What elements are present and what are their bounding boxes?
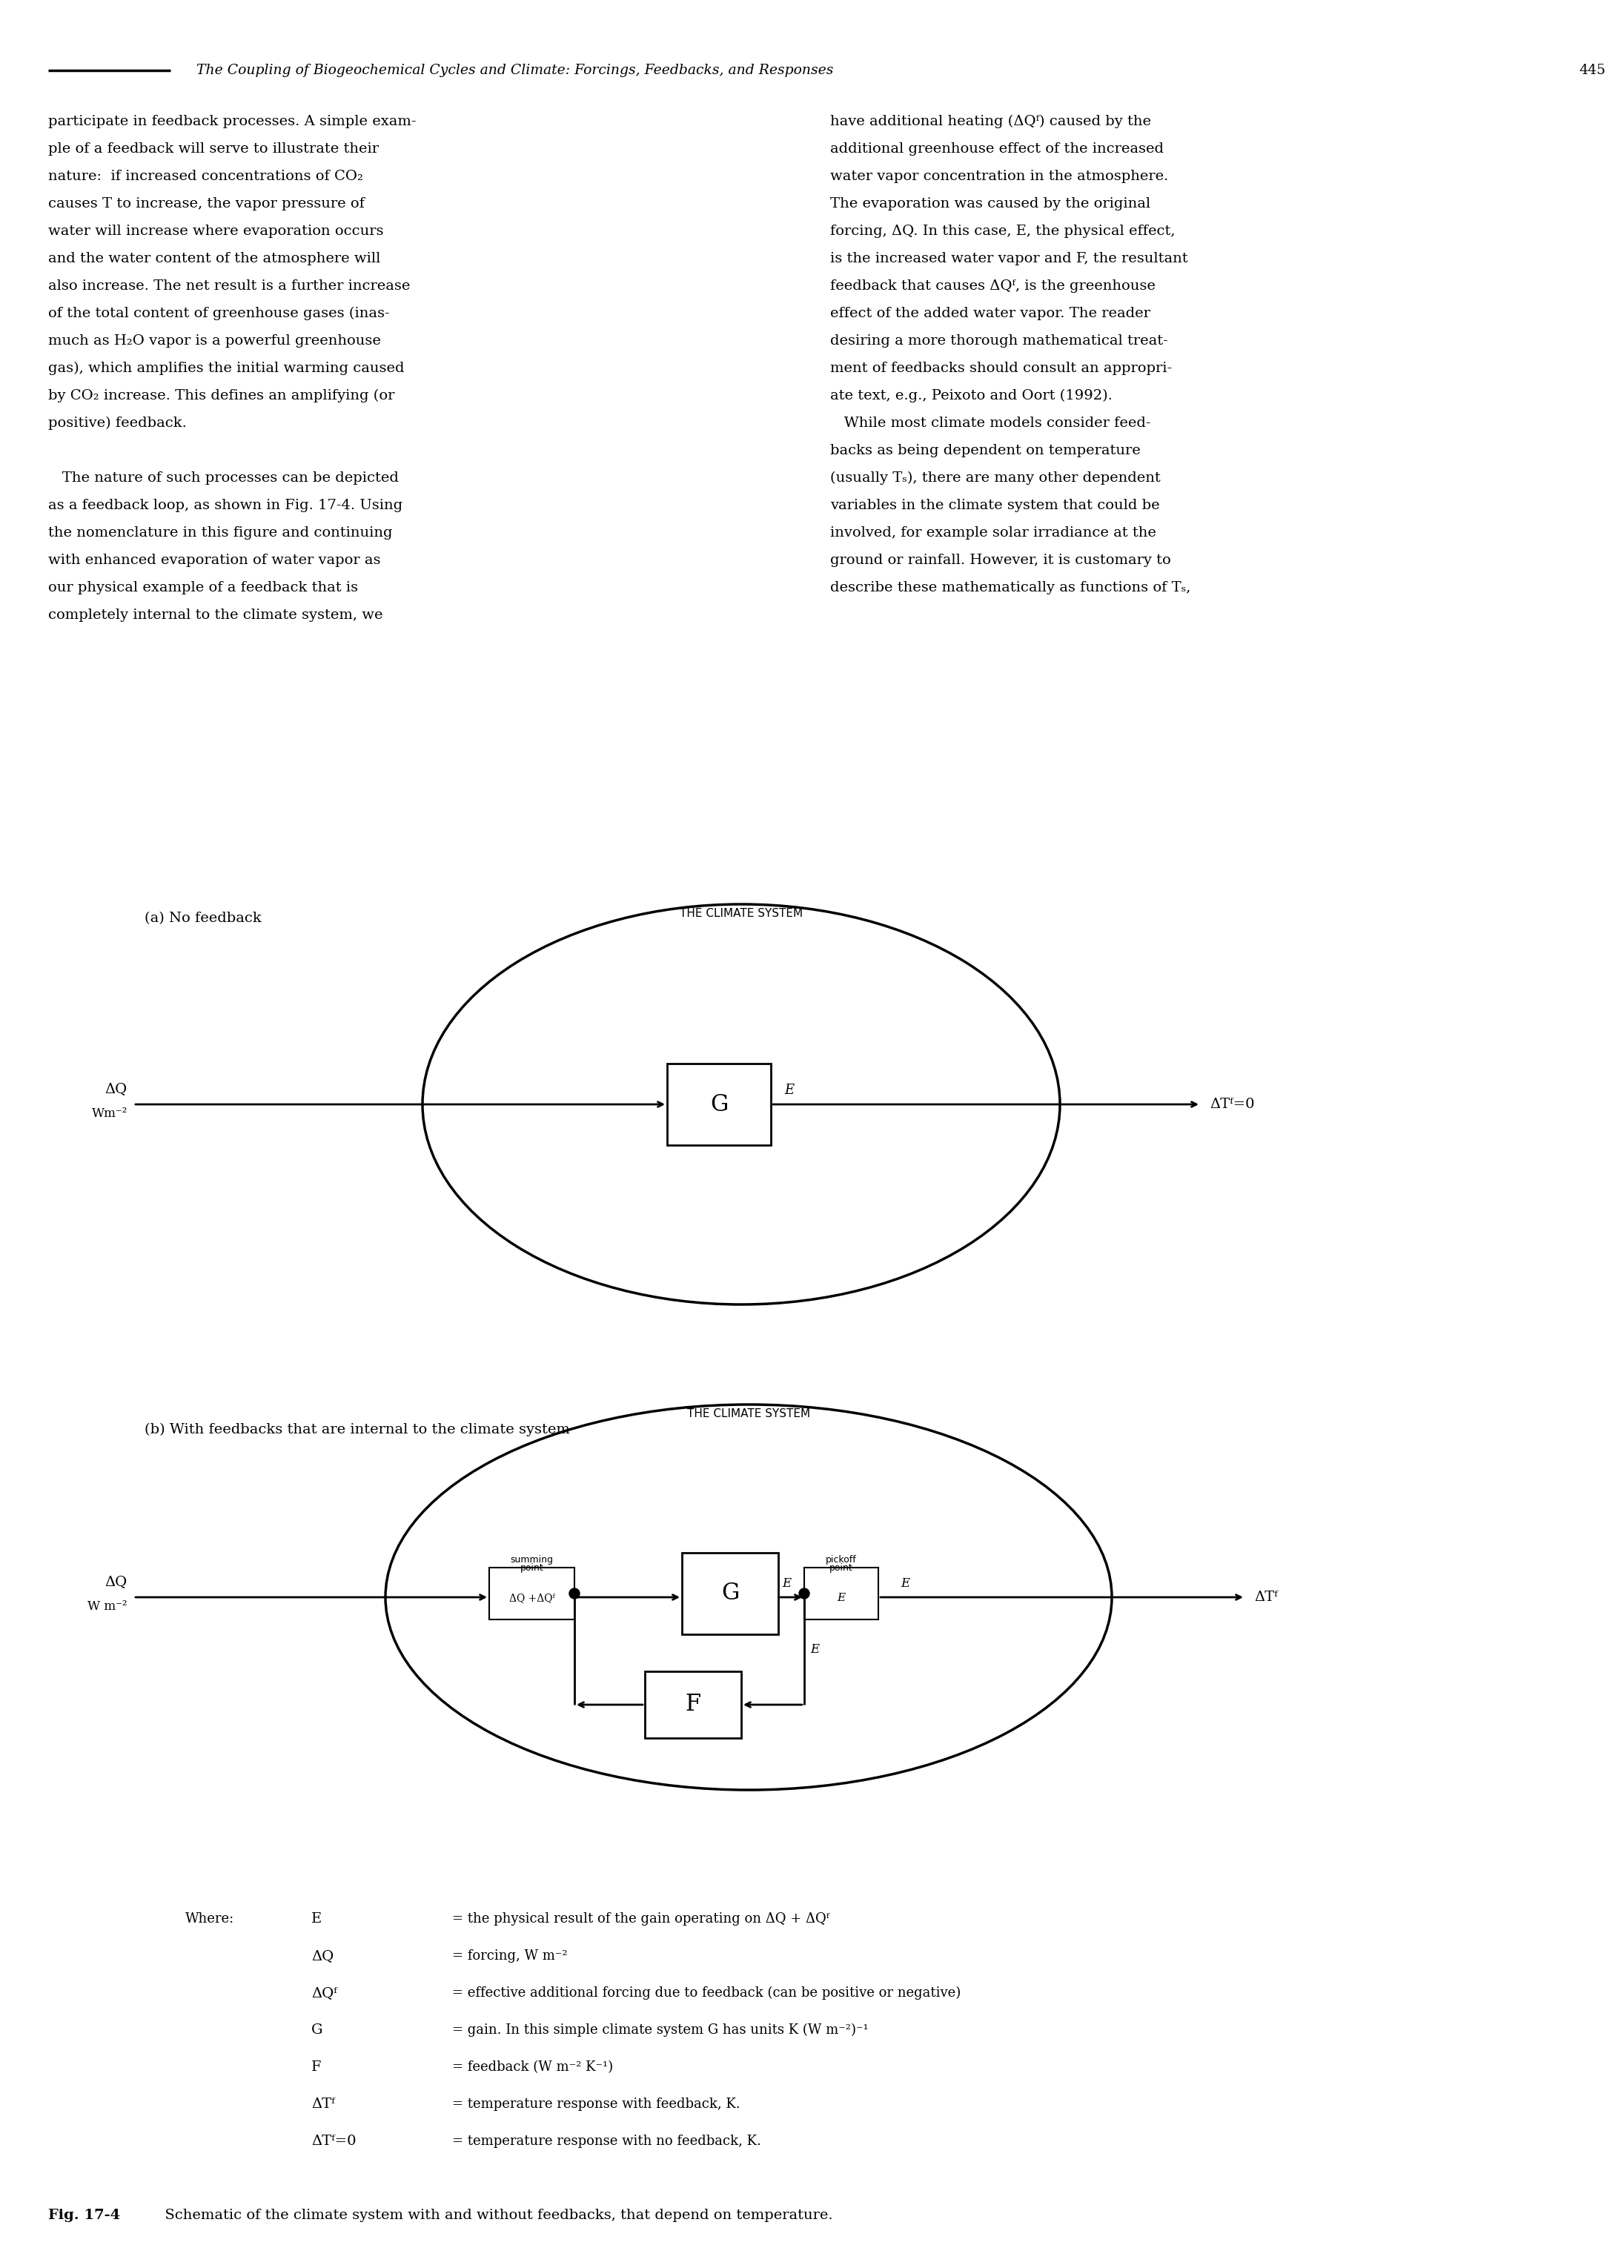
Text: also increase. The net result is a further increase: also increase. The net result is a furth… bbox=[49, 279, 411, 293]
Text: THE CLIMATE SYSTEM: THE CLIMATE SYSTEM bbox=[680, 907, 802, 919]
Bar bbox=[667, 1064, 771, 1145]
Text: pickoff: pickoff bbox=[827, 1556, 857, 1565]
Text: ΔQ: ΔQ bbox=[312, 1948, 333, 1962]
Text: our physical example of a feedback that is: our physical example of a feedback that … bbox=[49, 581, 359, 594]
Text: E: E bbox=[783, 1576, 791, 1590]
Text: ΔTᶠ=0: ΔTᶠ=0 bbox=[1210, 1098, 1254, 1111]
Text: positive) feedback.: positive) feedback. bbox=[49, 417, 187, 431]
Text: much as H₂O vapor is a powerful greenhouse: much as H₂O vapor is a powerful greenhou… bbox=[49, 333, 382, 347]
Text: variables in the climate system that could be: variables in the climate system that cou… bbox=[830, 499, 1160, 513]
Text: nature:  if increased concentrations of CO₂: nature: if increased concentrations of C… bbox=[49, 170, 364, 184]
Text: with enhanced evaporation of water vapor as: with enhanced evaporation of water vapor… bbox=[49, 553, 380, 567]
Text: ment of feedbacks should consult an appropri-: ment of feedbacks should consult an appr… bbox=[830, 361, 1173, 374]
Bar bbox=[645, 1672, 741, 1737]
Text: E: E bbox=[784, 1084, 794, 1098]
Text: summing: summing bbox=[510, 1556, 554, 1565]
Text: Fig. 17-4: Fig. 17-4 bbox=[49, 2209, 120, 2223]
Text: = temperature response with no feedback, K.: = temperature response with no feedback,… bbox=[451, 2134, 762, 2148]
Text: Where:: Where: bbox=[185, 1912, 234, 1926]
Text: point: point bbox=[520, 1563, 544, 1572]
Text: = temperature response with feedback, K.: = temperature response with feedback, K. bbox=[451, 2098, 741, 2112]
Text: = feedback (W m⁻² K⁻¹): = feedback (W m⁻² K⁻¹) bbox=[451, 2059, 614, 2073]
Text: and the water content of the atmosphere will: and the water content of the atmosphere … bbox=[49, 252, 380, 265]
Text: backs as being dependent on temperature: backs as being dependent on temperature bbox=[830, 445, 1140, 458]
Text: While most climate models consider feed-: While most climate models consider feed- bbox=[830, 417, 1151, 431]
Text: E: E bbox=[836, 1592, 846, 1603]
Bar bbox=[682, 1554, 778, 1635]
Text: ΔQ: ΔQ bbox=[106, 1574, 128, 1588]
Text: describe these mathematically as functions of Tₛ,: describe these mathematically as functio… bbox=[830, 581, 1190, 594]
Text: as a feedback loop, as shown in Fig. 17-4. Using: as a feedback loop, as shown in Fig. 17-… bbox=[49, 499, 403, 513]
Text: E: E bbox=[901, 1576, 909, 1590]
Text: Schematic of the climate system with and without feedbacks, that depend on tempe: Schematic of the climate system with and… bbox=[156, 2209, 833, 2223]
Text: (b) With feedbacks that are internal to the climate system: (b) With feedbacks that are internal to … bbox=[145, 1422, 570, 1436]
Text: feedback that causes ΔQᶠ, is the greenhouse: feedback that causes ΔQᶠ, is the greenho… bbox=[830, 279, 1155, 293]
Text: additional greenhouse effect of the increased: additional greenhouse effect of the incr… bbox=[830, 143, 1164, 156]
Text: G: G bbox=[312, 2023, 323, 2037]
Text: participate in feedback processes. A simple exam-: participate in feedback processes. A sim… bbox=[49, 116, 416, 129]
Text: of the total content of greenhouse gases (inas-: of the total content of greenhouse gases… bbox=[49, 306, 390, 320]
Text: Wm⁻²: Wm⁻² bbox=[91, 1107, 128, 1120]
Text: THE CLIMATE SYSTEM: THE CLIMATE SYSTEM bbox=[687, 1408, 810, 1420]
Bar bbox=[489, 1567, 575, 1619]
Text: have additional heating (ΔQᶠ) caused by the: have additional heating (ΔQᶠ) caused by … bbox=[830, 116, 1151, 129]
Text: G: G bbox=[710, 1093, 728, 1116]
Text: The nature of such processes can be depicted: The nature of such processes can be depi… bbox=[49, 472, 398, 485]
Text: water will increase where evaporation occurs: water will increase where evaporation oc… bbox=[49, 225, 383, 238]
Text: forcing, ΔQ. In this case, E, the physical effect,: forcing, ΔQ. In this case, E, the physic… bbox=[830, 225, 1176, 238]
Text: E: E bbox=[810, 1642, 818, 1656]
Text: = gain. In this simple climate system G has units K (W m⁻²)⁻¹: = gain. In this simple climate system G … bbox=[451, 2023, 869, 2037]
Text: gas), which amplifies the initial warming caused: gas), which amplifies the initial warmin… bbox=[49, 361, 404, 374]
Text: effect of the added water vapor. The reader: effect of the added water vapor. The rea… bbox=[830, 306, 1150, 320]
Text: ΔTᶠ: ΔTᶠ bbox=[1254, 1590, 1278, 1603]
Text: completely internal to the climate system, we: completely internal to the climate syste… bbox=[49, 608, 383, 621]
Text: involved, for example solar irradiance at the: involved, for example solar irradiance a… bbox=[830, 526, 1156, 540]
Text: ΔTᶠ=0: ΔTᶠ=0 bbox=[312, 2134, 356, 2148]
Text: F: F bbox=[685, 1694, 702, 1717]
Text: is the increased water vapor and F, the resultant: is the increased water vapor and F, the … bbox=[830, 252, 1187, 265]
Circle shape bbox=[799, 1588, 809, 1599]
Text: E: E bbox=[312, 1912, 322, 1926]
Text: W m⁻²: W m⁻² bbox=[88, 1601, 128, 1613]
Text: The evaporation was caused by the original: The evaporation was caused by the origin… bbox=[830, 197, 1150, 211]
Bar bbox=[804, 1567, 879, 1619]
Text: ground or rainfall. However, it is customary to: ground or rainfall. However, it is custo… bbox=[830, 553, 1171, 567]
Text: causes T to increase, the vapor pressure of: causes T to increase, the vapor pressure… bbox=[49, 197, 364, 211]
Text: desiring a more thorough mathematical treat-: desiring a more thorough mathematical tr… bbox=[830, 333, 1168, 347]
Text: (a) No feedback: (a) No feedback bbox=[145, 912, 261, 925]
Text: the nomenclature in this figure and continuing: the nomenclature in this figure and cont… bbox=[49, 526, 393, 540]
Text: The Coupling of Biogeochemical Cycles and Climate: Forcings, Feedbacks, and Resp: The Coupling of Biogeochemical Cycles an… bbox=[197, 64, 833, 77]
Text: point: point bbox=[830, 1563, 853, 1572]
Text: = the physical result of the gain operating on ΔQ + ΔQᶠ: = the physical result of the gain operat… bbox=[451, 1912, 830, 1926]
Text: = effective additional forcing due to feedback (can be positive or negative): = effective additional forcing due to fe… bbox=[451, 1987, 961, 2000]
Text: ple of a feedback will serve to illustrate their: ple of a feedback will serve to illustra… bbox=[49, 143, 378, 156]
Text: water vapor concentration in the atmosphere.: water vapor concentration in the atmosph… bbox=[830, 170, 1168, 184]
Text: ate text, e.g., Peixoto and Oort (1992).: ate text, e.g., Peixoto and Oort (1992). bbox=[830, 390, 1112, 404]
Text: 445: 445 bbox=[1579, 64, 1606, 77]
Text: = forcing, W m⁻²: = forcing, W m⁻² bbox=[451, 1948, 567, 1962]
Text: ΔQ +ΔQᶠ: ΔQ +ΔQᶠ bbox=[508, 1592, 555, 1603]
Text: by CO₂ increase. This defines an amplifying (or: by CO₂ increase. This defines an amplify… bbox=[49, 390, 395, 404]
Circle shape bbox=[570, 1588, 580, 1599]
Text: F: F bbox=[312, 2059, 322, 2073]
Text: ΔQᶠ: ΔQᶠ bbox=[312, 1987, 336, 2000]
Text: ΔTᶠ: ΔTᶠ bbox=[312, 2098, 335, 2112]
Text: ΔQ: ΔQ bbox=[106, 1082, 128, 1095]
Text: (usually Tₛ), there are many other dependent: (usually Tₛ), there are many other depen… bbox=[830, 472, 1161, 485]
Text: G: G bbox=[721, 1583, 739, 1606]
